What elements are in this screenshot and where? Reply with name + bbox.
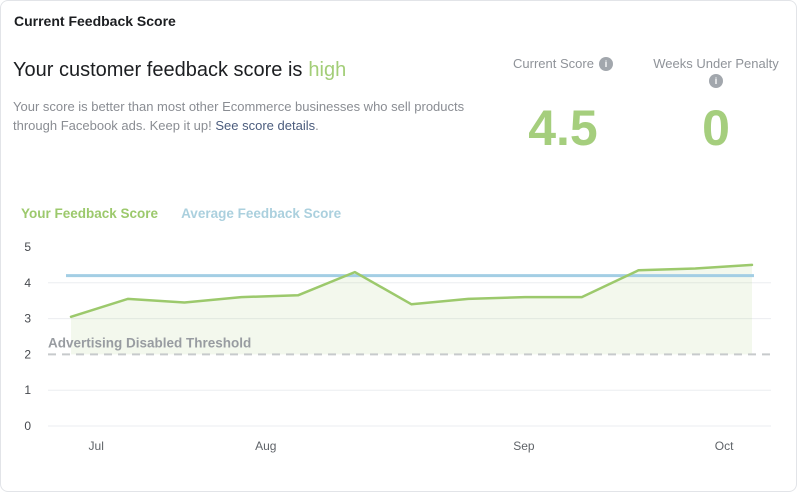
info-icon[interactable]: i [598, 56, 613, 71]
description-line2: through Facebook ads. Keep it up! [13, 118, 212, 133]
description: Your score is better than most other Eco… [13, 97, 473, 135]
current-score-label-row: Current Score i [493, 56, 633, 71]
y-tick-label: 4 [24, 276, 31, 290]
chart-legend: Your Feedback Score Average Feedback Sco… [21, 206, 341, 221]
y-tick-label: 3 [24, 312, 31, 326]
see-score-details-link[interactable]: See score details [215, 118, 316, 133]
legend-average-feedback-score[interactable]: Average Feedback Score [181, 206, 342, 221]
your-score-area-fill [71, 264, 752, 355]
info-icon[interactable]: i [709, 74, 723, 88]
description-period: . [315, 118, 319, 133]
x-tick-label: Sep [513, 439, 535, 453]
threshold-label: Advertising Disabled Threshold [48, 335, 251, 350]
weeks-under-penalty-value: 0 [702, 100, 730, 156]
x-tick-label: Aug [255, 439, 276, 453]
weeks-under-penalty-metric: Weeks Under Penalty i 0 [646, 56, 786, 171]
card-title: Current Feedback Score [14, 13, 176, 29]
feedback-score-chart: 0 1 2 3 4 5 Advertising Disabled Threshold Jul A… [24, 240, 771, 453]
x-tick-label: Jul [89, 439, 104, 453]
your-score-line [69, 263, 754, 319]
y-tick-label: 0 [24, 419, 31, 433]
y-tick-label: 5 [24, 240, 31, 254]
legend-your-feedback-score[interactable]: Your Feedback Score [21, 206, 159, 221]
current-score-metric: Current Score i 4.5 [493, 56, 633, 171]
y-tick-label: 2 [24, 347, 31, 361]
weeks-under-penalty-label-row: Weeks Under Penalty i [646, 56, 786, 88]
x-tick-label: Oct [715, 439, 734, 453]
y-tick-label: 1 [24, 383, 31, 397]
description-line1: Your score is better than most other Eco… [13, 99, 465, 114]
current-score-value: 4.5 [528, 100, 598, 156]
headline-text: Your customer feedback score is [13, 59, 303, 81]
headline: Your customer feedback score is high [13, 59, 346, 82]
current-score-label: Current Score [513, 56, 594, 71]
score-status: high [308, 59, 347, 81]
weeks-under-penalty-label: Weeks Under Penalty [653, 56, 779, 71]
